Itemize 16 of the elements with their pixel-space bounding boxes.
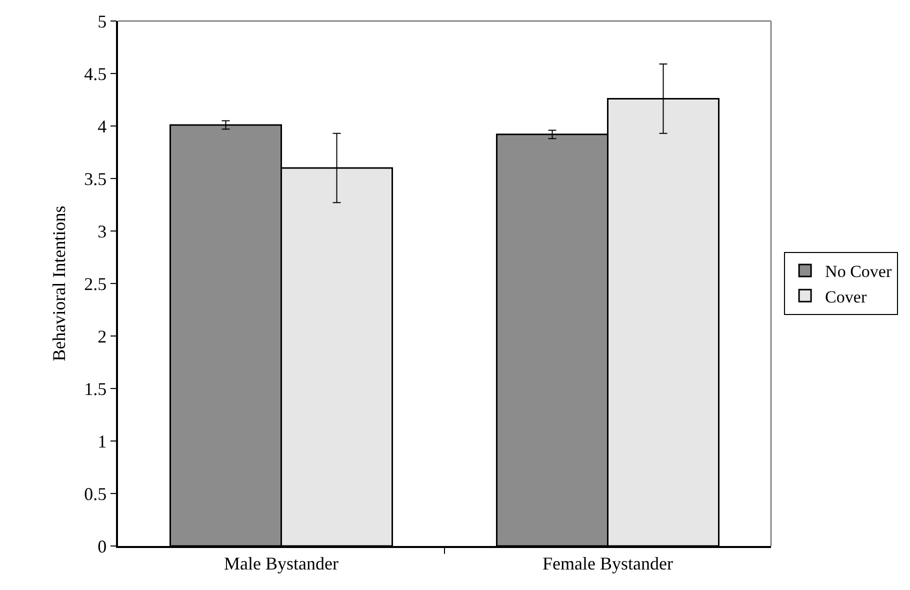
y-tick-label: 4.5 (84, 64, 107, 84)
y-tick-label: 5 (98, 11, 107, 32)
y-tick-label: 1 (98, 431, 107, 452)
y-tick-label: 3.5 (84, 168, 107, 189)
y-tick-label: 3 (98, 221, 107, 242)
legend-label: Cover (825, 287, 867, 306)
y-tick-label: 0 (98, 536, 107, 556)
y-tick-label: 1.5 (84, 378, 107, 399)
y-tick-label: 2 (98, 326, 107, 346)
y-tick-label: 0.5 (84, 484, 107, 504)
y-tick-label: 4 (98, 116, 107, 136)
y-axis-title: Behavioral Intentions (48, 206, 69, 362)
x-tick-label: Male Bystander (224, 553, 338, 574)
x-tick-label: Female Bystander (542, 553, 673, 574)
y-tick-label: 2.5 (84, 274, 107, 294)
legend-label: No Cover (825, 262, 892, 282)
